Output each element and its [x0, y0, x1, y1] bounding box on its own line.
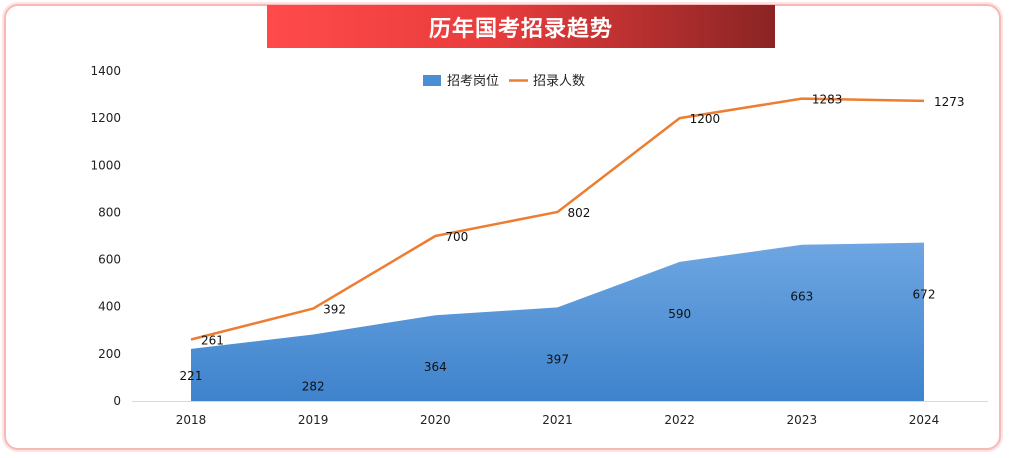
area-data-label: 364 [424, 360, 447, 374]
line-data-label: 261 [201, 333, 224, 347]
line-data-label: 1273 [934, 95, 965, 109]
line-data-label: 802 [568, 206, 591, 220]
legend-label-area: 招考岗位 [447, 74, 499, 89]
area-data-label: 663 [790, 290, 813, 304]
area-data-label: 397 [546, 352, 569, 366]
y-tick-label: 200 [98, 347, 121, 361]
area-data-label: 282 [302, 380, 325, 394]
x-axis: 2018 2019 2020 2021 2022 2023 2024 [132, 401, 988, 427]
area-data-label: 672 [913, 288, 936, 302]
legend-swatch-area [423, 75, 441, 86]
y-tick-label: 400 [98, 300, 121, 314]
area-data-label: 590 [668, 307, 691, 321]
x-tick-label: 2022 [664, 413, 695, 427]
x-tick-label: 2023 [787, 413, 818, 427]
line-data-label: 1283 [812, 93, 843, 107]
x-tick-label: 2024 [909, 413, 940, 427]
x-tick-label: 2021 [542, 413, 573, 427]
area-data-label: 221 [180, 369, 203, 383]
y-tick-label: 800 [98, 205, 121, 219]
x-tick-label: 2019 [298, 413, 329, 427]
chart-title: 历年国考招录趋势 [267, 5, 775, 48]
legend-label-line: 招录人数 [533, 74, 585, 89]
y-tick-label: 1000 [90, 158, 121, 172]
line-series-path [190, 97, 925, 341]
x-tick-label: 2020 [420, 413, 451, 427]
line-series [190, 97, 925, 341]
y-tick-label: 1400 [90, 64, 121, 78]
line-data-label: 1200 [690, 112, 721, 126]
line-data-label: 392 [323, 303, 346, 317]
y-tick-label: 0 [113, 394, 121, 408]
x-tick-label: 2018 [176, 413, 207, 427]
line-data-label: 700 [445, 230, 468, 244]
y-tick-label: 600 [98, 253, 121, 267]
y-tick-label: 1200 [90, 111, 121, 125]
area-series [191, 242, 924, 401]
legend: 招考岗位 招录人数 [423, 74, 585, 89]
area-series-fill [191, 242, 924, 401]
y-axis: 0 200 400 600 800 1000 1200 1400 [90, 64, 121, 408]
data-labels: 221 282 364 397 590 663 672 261 392 700 802 1200 128… [180, 93, 965, 394]
